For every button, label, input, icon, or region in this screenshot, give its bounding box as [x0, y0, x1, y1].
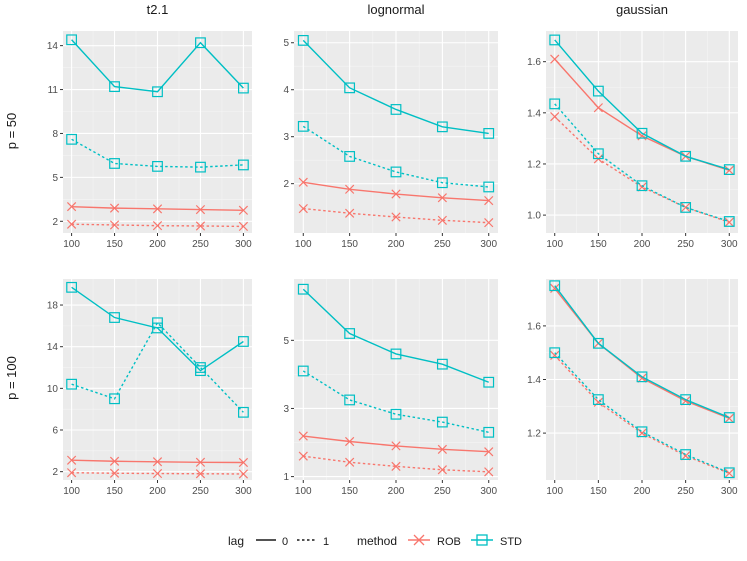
x-tick-label: 300	[721, 239, 738, 250]
legend-lag-1-label: 1	[323, 536, 329, 548]
y-tick-label: 14	[47, 342, 59, 353]
x-tick-label: 300	[721, 486, 738, 497]
faceted-line-chart: 2581114100 150 200 250 3002345100 150 200 250 30…	[0, 0, 747, 561]
y-tick-label: 5	[283, 336, 289, 347]
x-tick-label: 150	[341, 486, 358, 497]
y-tick-label: 11	[48, 85, 59, 96]
x-tick-label: 200	[634, 239, 651, 250]
x-tick-label: 300	[480, 239, 497, 250]
y-tick-label: 1.4	[527, 108, 541, 119]
legend-method-title: method	[357, 534, 397, 548]
y-tick-label: 14	[47, 41, 59, 52]
y-tick-label: 6	[52, 426, 58, 437]
x-tick-label: 300	[480, 486, 497, 497]
panel-2: 2 3 4 5 100 150 200 250 300	[283, 31, 498, 250]
y-tick-label: 1.4	[527, 375, 541, 386]
x-tick-label: 250	[677, 486, 694, 497]
x-tick-label: 250	[434, 486, 451, 497]
y-tick-label: 3	[283, 404, 289, 415]
y-tick-label: 1.2	[527, 159, 541, 170]
x-tick-label: 300	[235, 486, 252, 497]
panel-5: 1 3 5 100 150 200 250 300	[283, 279, 498, 497]
x-tick-label: 250	[677, 239, 694, 250]
x-tick-label: 150	[590, 486, 607, 497]
legend-rob-label: ROB	[437, 536, 461, 548]
legend-std-label: STD	[500, 536, 522, 548]
x-tick-label: 200	[634, 486, 651, 497]
legend-lag-title: lag	[228, 534, 244, 548]
y-tick-label: 1.2	[527, 429, 541, 440]
x-tick-label: 100	[546, 486, 563, 497]
x-tick-label: 100	[546, 239, 563, 250]
strip-label-col-1: t2.1	[147, 2, 169, 17]
x-tick-label: 100	[63, 486, 80, 497]
panel-1: 2 5 8 11 14 100 150 200 250 300	[47, 31, 252, 250]
x-tick-label: 200	[388, 239, 405, 250]
x-tick-label: 250	[434, 239, 451, 250]
y-tick-label: 3	[283, 132, 289, 143]
panel-3: 1.0 1.2 1.4 1.6 100 150 200 250 300	[527, 31, 738, 250]
strip-label-col-2: lognormal	[367, 2, 424, 17]
x-tick-label: 100	[63, 239, 80, 250]
x-tick-label: 150	[590, 239, 607, 250]
x-tick-label: 150	[106, 239, 123, 250]
y-tick-label: 10	[47, 384, 59, 395]
panel-6: 1.2 1.4 1.6 100 150 200 250 300	[527, 279, 738, 497]
x-tick-label: 250	[192, 486, 209, 497]
y-tick-label: 5	[283, 38, 289, 49]
y-tick-label: 4	[283, 85, 289, 96]
legend-lag-0-label: 0	[282, 536, 288, 548]
x-tick-label: 250	[192, 239, 209, 250]
x-tick-label: 150	[341, 239, 358, 250]
y-tick-label: 1.0	[527, 211, 541, 222]
y-tick-label: 2	[52, 467, 58, 478]
y-tick-label: 1.6	[527, 321, 541, 332]
x-tick-label: 200	[149, 239, 166, 250]
y-tick-label: 8	[52, 129, 58, 140]
x-tick-label: 150	[106, 486, 123, 497]
y-tick-label: 1.6	[527, 57, 541, 68]
y-tick-label: 2	[52, 217, 58, 228]
strip-label-row-2: p = 100	[4, 356, 19, 400]
x-tick-label: 100	[295, 486, 312, 497]
strip-label-col-3: gaussian	[616, 2, 668, 17]
y-tick-label: 5	[52, 173, 58, 184]
x-tick-label: 200	[388, 486, 405, 497]
y-tick-label: 2	[283, 179, 289, 190]
y-tick-label: 1	[283, 472, 289, 483]
strip-label-row-1: p = 50	[4, 113, 19, 150]
x-tick-label: 300	[235, 239, 252, 250]
x-tick-label: 100	[295, 239, 312, 250]
x-tick-label: 200	[149, 486, 166, 497]
panel-4: 2 6 10 14 18 100 150 200 250 300	[47, 279, 252, 497]
y-tick-label: 18	[47, 301, 59, 312]
